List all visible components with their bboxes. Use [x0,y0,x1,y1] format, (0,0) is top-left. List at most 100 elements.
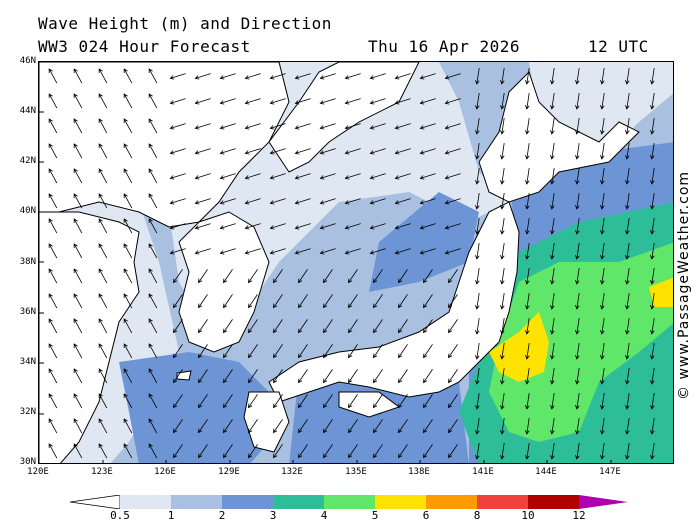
wave-direction-arrow [625,68,630,85]
wave-direction-arrow [500,168,505,185]
wave-band-5-6m-south [489,312,549,382]
wave-direction-arrow [550,118,555,135]
wave-direction-arrow [298,444,308,459]
colorbar-swatch [273,495,324,509]
wave-direction-arrow [223,319,233,334]
copyright-text: © www.PassageWeather.com [676,170,692,400]
wave-height-colorbar [70,495,628,509]
wave-band-2-3m-sea-of-japan [369,192,479,292]
wave-direction-arrow [373,394,383,409]
wave-direction-arrow [194,198,211,205]
wave-direction-arrow [273,344,283,359]
wave-direction-arrow [148,143,158,159]
colorbar-tick: 0.5 [110,509,130,522]
wave-direction-arrow [500,343,505,360]
wave-direction-arrow [448,344,458,359]
wave-direction-arrow [550,143,555,160]
wave-direction-arrow [650,143,655,160]
wave-direction-arrow [123,68,133,84]
wave-direction-arrow [123,93,133,109]
wave-direction-arrow [348,344,358,359]
wave-direction-arrow [173,269,183,284]
kyushu [243,391,290,453]
wave-direction-arrow [444,198,461,205]
wave-direction-arrow [248,444,258,459]
wave-direction-arrow [294,123,311,130]
wave-direction-arrow [500,193,505,210]
wave-direction-arrow [173,394,183,409]
wave-direction-arrow [223,444,233,459]
wave-direction-arrow [369,73,386,80]
wave-direction-arrow [575,268,580,285]
wave-direction-arrow [423,444,433,459]
wave-direction-arrow [550,218,555,235]
wave-direction-arrow [650,293,655,310]
colorbar-swatch [528,495,579,509]
wave-direction-arrow [123,268,133,284]
wave-direction-arrow [98,143,108,159]
wave-direction-arrow [369,248,386,255]
wave-direction-arrow [244,148,261,155]
wave-direction-arrow [219,198,236,205]
wave-direction-arrow [123,143,133,159]
wave-direction-arrow [73,293,83,309]
wave-direction-arrow [625,318,630,335]
colorbar-tick: 8 [473,509,481,522]
wave-direction-arrow [123,118,133,134]
wave-direction-arrow [394,223,411,230]
wave-direction-arrow [194,223,211,230]
wave-direction-arrow [600,93,605,110]
wave-direction-arrow [475,268,480,285]
wave-direction-arrow [398,294,408,309]
wave-direction-arrow [73,318,83,334]
lon-label: 141E [472,467,494,477]
wave-direction-arrow [48,243,58,259]
wave-direction-arrow [444,123,461,130]
wave-direction-arrow [48,393,58,409]
wave-direction-arrow [550,418,555,435]
wave-direction-arrow [394,248,411,255]
wave-direction-arrows [48,68,655,460]
lon-label: 138E [408,467,430,477]
wave-direction-arrow [475,318,480,335]
wave-direction-arrow [475,368,480,385]
wave-direction-arrow [575,343,580,360]
lat-label: 44N [19,106,36,116]
wave-direction-arrow [369,223,386,230]
wave-direction-arrow [550,168,555,185]
wave-direction-arrow [98,168,108,184]
lat-label: 34N [19,357,36,367]
hokkaido [478,71,640,203]
colorbar-high-cap [579,495,628,509]
wave-direction-arrow [448,444,458,459]
wave-direction-arrow [600,168,605,185]
wave-direction-arrow [500,118,505,135]
wave-direction-arrow [419,223,436,230]
wave-direction-arrow [148,393,158,409]
colorbar-tick: 6 [422,509,430,522]
wave-direction-arrow [269,98,286,105]
wave-direction-arrow [219,223,236,230]
wave-direction-arrow [169,73,186,80]
wave-direction-arrow [223,419,233,434]
wave-direction-arrow [173,419,183,434]
colorbar-swatch [477,495,528,509]
wave-direction-arrow [48,168,58,184]
wave-direction-arrow [348,394,358,409]
wave-direction-arrow [650,68,655,85]
wave-direction-arrow [248,419,258,434]
wave-direction-arrow [369,173,386,180]
lat-label: 36N [19,307,36,317]
wave-direction-arrow [73,218,83,234]
wave-direction-arrow [575,443,580,460]
wave-direction-arrow [48,443,58,459]
wave-direction-arrow [244,198,261,205]
wave-direction-arrow [123,418,133,434]
wave-direction-arrow [550,68,555,85]
wave-direction-arrow [48,318,58,334]
wave-direction-arrow [369,198,386,205]
colorbar-tick: 5 [371,509,379,522]
wave-direction-arrow [650,268,655,285]
colorbar-tick: 12 [572,509,586,522]
wave-direction-arrow [448,369,458,384]
